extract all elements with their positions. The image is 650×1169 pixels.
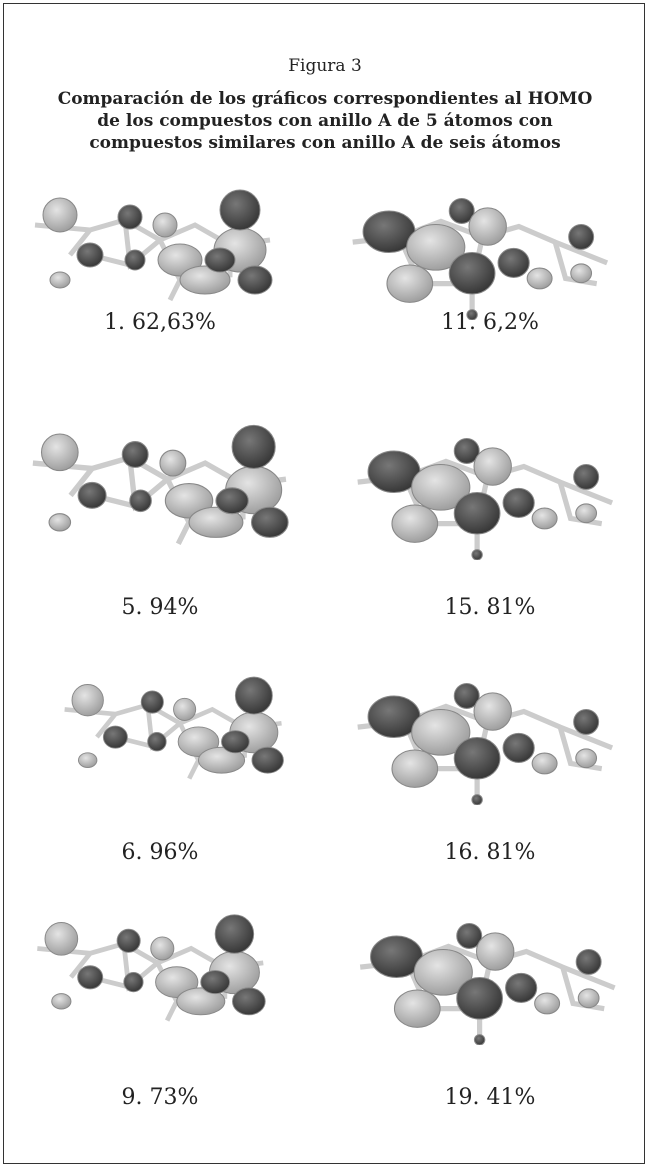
panel-caption: 11. 6,2%: [441, 310, 539, 335]
title-line: de los compuestos con anillo A de 5 átom…: [97, 111, 553, 131]
orbital-image: [25, 185, 295, 315]
figure-frame: [3, 3, 645, 1164]
orbital-image: [345, 185, 620, 320]
figure-label: Figura 3: [288, 56, 362, 76]
panel-caption: 5. 94%: [121, 595, 199, 620]
orbital-image: [60, 670, 300, 795]
orbital-image: [25, 420, 310, 560]
title-line: compuestos similares con anillo A de sei…: [89, 133, 561, 153]
panel-caption: 9. 73%: [121, 1085, 199, 1110]
panel-caption: 16. 81%: [444, 840, 536, 865]
figure-title: Comparación de los gráficos correspondie…: [0, 88, 650, 154]
orbital-image: [345, 425, 630, 560]
orbital-image: [345, 670, 630, 805]
title-line: Comparación de los gráficos correspondie…: [57, 89, 593, 109]
orbital-image: [30, 910, 285, 1035]
orbital-image: [355, 910, 625, 1045]
panel-caption: 15. 81%: [444, 595, 536, 620]
panel-caption: 1. 62,63%: [104, 310, 216, 335]
panel-caption: 6. 96%: [121, 840, 199, 865]
panel-caption: 19. 41%: [444, 1085, 536, 1110]
